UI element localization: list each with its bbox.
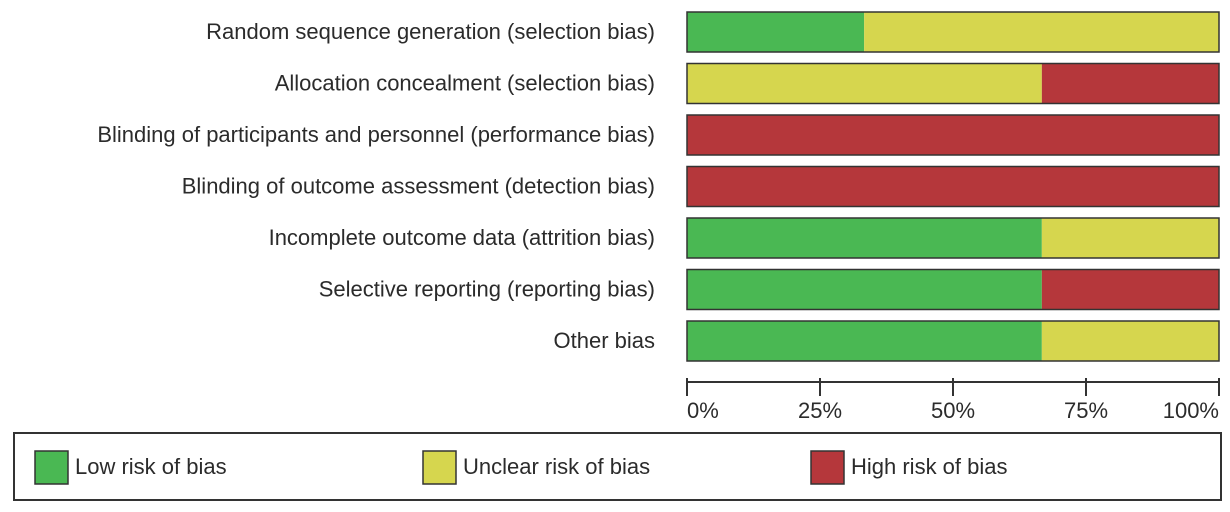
x-tick-label: 100%: [1163, 398, 1219, 423]
bar-segment: [687, 269, 1042, 310]
x-tick-label: 75%: [1064, 398, 1108, 423]
category-label: Selective reporting (reporting bias): [319, 276, 655, 301]
category-label: Allocation concealment (selection bias): [275, 70, 655, 95]
bar-segment: [687, 63, 1042, 104]
bar-segment: [1041, 218, 1219, 258]
legend-box: [13, 432, 1222, 501]
bar-outline: [686, 11, 1220, 53]
bar-outline: [686, 268, 1220, 311]
bar-segment: [1041, 269, 1219, 310]
x-tick-label: 50%: [931, 398, 975, 423]
bar-outline: [686, 62, 1220, 105]
category-label: Random sequence generation (selection bi…: [206, 19, 655, 44]
legend-label: Low risk of bias: [75, 454, 227, 479]
category-label: Blinding of participants and personnel (…: [97, 122, 655, 147]
bar-outline: [686, 320, 1220, 362]
bar-segment: [687, 115, 1219, 155]
category-label: Other bias: [554, 328, 656, 353]
category-label: Incomplete outcome data (attrition bias): [269, 225, 655, 250]
bar-segment: [687, 218, 1042, 258]
legend-swatch: [810, 450, 845, 485]
legend-label: Unclear risk of bias: [463, 454, 650, 479]
bar-outline: [686, 165, 1220, 208]
legend-label: High risk of bias: [851, 454, 1008, 479]
bar-segment: [687, 321, 1042, 361]
legend-swatch: [34, 450, 69, 485]
bar-segment: [1041, 63, 1219, 104]
legend-swatch: [422, 450, 457, 485]
bar-outline: [686, 114, 1220, 156]
x-tick-label: 25%: [798, 398, 842, 423]
bar-segment: [687, 12, 865, 52]
category-label: Blinding of outcome assessment (detectio…: [182, 173, 655, 198]
bar-segment: [864, 12, 1219, 52]
bar-segment: [1041, 321, 1219, 361]
x-tick-label: 0%: [687, 398, 719, 423]
bar-segment: [687, 166, 1219, 207]
bar-outline: [686, 217, 1220, 259]
